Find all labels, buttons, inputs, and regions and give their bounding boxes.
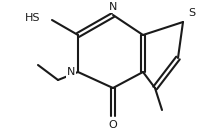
Text: N: N: [66, 67, 75, 77]
Text: HS: HS: [24, 13, 40, 23]
Text: O: O: [108, 120, 117, 130]
Text: S: S: [187, 8, 194, 18]
Text: N: N: [108, 2, 117, 12]
